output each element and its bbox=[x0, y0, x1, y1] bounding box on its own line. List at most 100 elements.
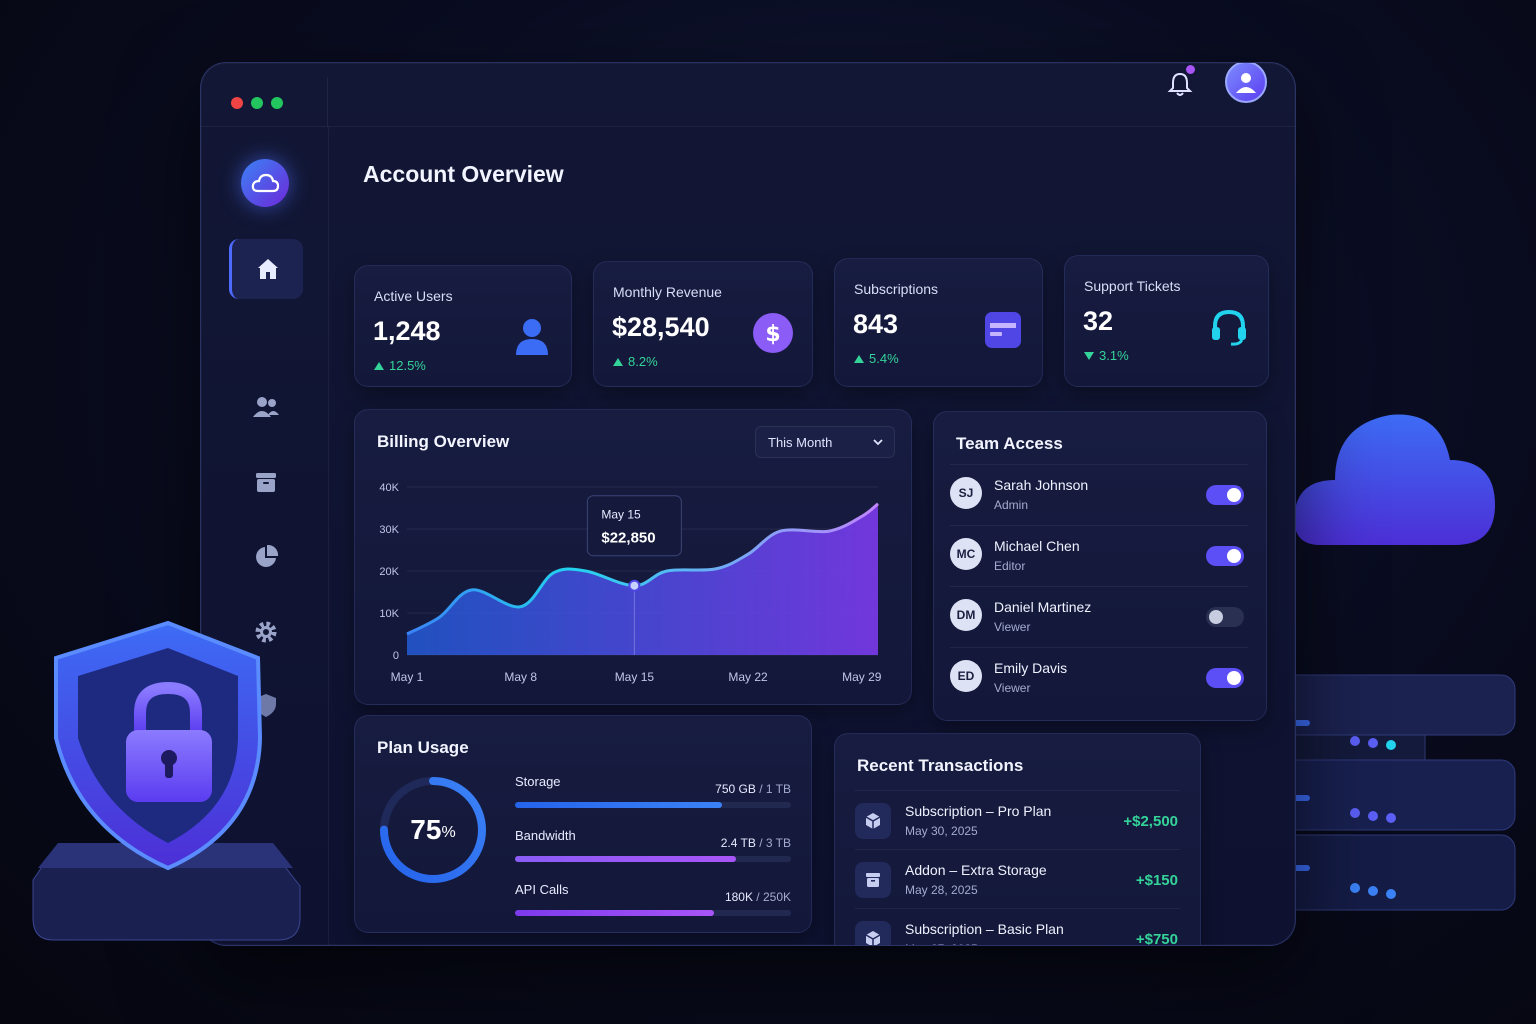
y-tick-label: 20K bbox=[379, 566, 399, 578]
team-member-role: Admin bbox=[994, 498, 1029, 512]
team-member-row: DM Daniel Martinez Viewer bbox=[950, 586, 1248, 646]
trend-up-icon bbox=[613, 357, 623, 366]
title-bar bbox=[201, 63, 1295, 127]
transactions-title: Recent Transactions bbox=[857, 756, 1024, 775]
usage-progress-fill bbox=[515, 856, 736, 862]
stat-card-subscriptions[interactable]: Subscriptions 843 5.4% bbox=[834, 258, 1043, 387]
usage-ring: 75% bbox=[377, 774, 489, 886]
headset-icon bbox=[1208, 306, 1250, 348]
x-tick-label: May 8 bbox=[504, 670, 537, 684]
usage-name: API Calls bbox=[515, 882, 569, 897]
stat-label: Subscriptions bbox=[854, 281, 939, 297]
period-dropdown[interactable]: This Month bbox=[755, 426, 895, 458]
y-tick-label: 30K bbox=[379, 524, 399, 536]
transaction-row[interactable]: Subscription – Basic Plan May 27, 2025 +$7… bbox=[855, 908, 1180, 945]
stat-change: 12.5% bbox=[374, 358, 426, 373]
sidebar-item-users[interactable] bbox=[229, 377, 303, 437]
team-access-title: Team Access bbox=[956, 434, 1063, 453]
highlight-point[interactable] bbox=[628, 579, 641, 592]
stat-card-support-tickets[interactable]: Support Tickets 32 3.1% bbox=[1064, 255, 1269, 387]
page-title: Account Overview bbox=[363, 161, 564, 187]
usage-name: Bandwidth bbox=[515, 828, 576, 843]
package-icon bbox=[855, 803, 891, 839]
stat-value: 32 bbox=[1083, 306, 1114, 336]
toggle-knob bbox=[1209, 610, 1223, 624]
stat-change-value: 12.5% bbox=[389, 358, 426, 373]
team-member-name: Sarah Johnson bbox=[994, 477, 1089, 493]
transaction-title: Subscription – Basic Plan bbox=[905, 921, 1064, 937]
sidebar-item-home[interactable] bbox=[229, 239, 303, 299]
home-icon bbox=[257, 259, 278, 279]
team-member-name: Michael Chen bbox=[994, 538, 1080, 554]
stat-change-value: 3.1% bbox=[1099, 348, 1129, 363]
access-toggle[interactable] bbox=[1206, 668, 1244, 688]
billing-area-chart[interactable]: 0 10K 20K 30K 40K May 1 May 8 May 15 May 22 May 2… bbox=[365, 465, 900, 695]
y-tick-label: 10K bbox=[379, 608, 399, 620]
stat-label: Support Tickets bbox=[1084, 278, 1181, 294]
minimize-window-button[interactable] bbox=[251, 97, 263, 109]
billing-title: Billing Overview bbox=[377, 432, 510, 451]
maximize-window-button[interactable] bbox=[271, 97, 283, 109]
usage-limit: / 3 TB bbox=[755, 836, 791, 850]
security-shield-decoration-icon bbox=[32, 620, 301, 941]
sidebar-item-reports[interactable] bbox=[229, 527, 303, 587]
stat-change: 3.1% bbox=[1084, 348, 1129, 363]
usage-ring-arc bbox=[380, 777, 486, 883]
usage-progress-track bbox=[515, 856, 791, 862]
usage-limit: / 1 TB bbox=[755, 782, 791, 796]
user-avatar-icon[interactable] bbox=[1225, 63, 1267, 103]
access-toggle[interactable] bbox=[1206, 607, 1244, 627]
dollar-icon: $ bbox=[752, 312, 794, 354]
usage-amount: 180K / 250K bbox=[725, 890, 791, 904]
transaction-amount: +$150 bbox=[1135, 872, 1178, 889]
team-member-row: SJ Sarah Johnson Admin bbox=[950, 464, 1248, 524]
trend-down-icon bbox=[1084, 351, 1094, 360]
usage-row: Bandwidth 2.4 TB / 3 TB bbox=[515, 828, 791, 872]
usage-amount: 750 GB / 1 TB bbox=[715, 782, 791, 796]
usage-percent-sign: % bbox=[441, 824, 456, 841]
transaction-row[interactable]: Addon – Extra Storage May 28, 2025 +$150 bbox=[855, 849, 1180, 907]
toggle-knob bbox=[1227, 671, 1241, 685]
access-toggle[interactable] bbox=[1206, 485, 1244, 505]
team-member-role: Viewer bbox=[994, 620, 1031, 634]
usage-percent: 75% bbox=[377, 774, 489, 886]
chevron-down-icon bbox=[873, 439, 883, 446]
usage-used: 2.4 TB bbox=[720, 836, 756, 850]
transaction-date: May 30, 2025 bbox=[905, 824, 978, 838]
area-fill bbox=[407, 503, 878, 655]
transaction-row[interactable]: Subscription – Pro Plan May 30, 2025 +$2,5… bbox=[855, 790, 1180, 848]
team-access-card: Team Access SJ Sarah Johnson Admin MC Michae… bbox=[933, 411, 1267, 721]
bell-icon[interactable] bbox=[1165, 69, 1195, 99]
cloud-decoration-icon bbox=[1294, 414, 1495, 545]
plan-usage-title: Plan Usage bbox=[377, 738, 469, 757]
team-member-row: MC Michael Chen Editor bbox=[950, 525, 1248, 585]
cloud-icon[interactable] bbox=[241, 159, 289, 207]
usage-used: 750 GB bbox=[715, 782, 756, 796]
svg-text:$: $ bbox=[765, 322, 780, 347]
stat-label: Active Users bbox=[374, 288, 453, 304]
stat-card-active-users[interactable]: Active Users 1,248 12.5% bbox=[354, 265, 572, 387]
usage-name: Storage bbox=[515, 774, 561, 789]
usage-used: 180K bbox=[724, 890, 753, 904]
users-icon bbox=[253, 397, 279, 417]
access-toggle[interactable] bbox=[1206, 546, 1244, 566]
notification-badge bbox=[1186, 65, 1195, 74]
team-member-name: Emily Davis bbox=[994, 660, 1068, 676]
x-tick-label: May 22 bbox=[728, 670, 768, 684]
period-dropdown-value: This Month bbox=[768, 434, 833, 450]
transaction-title: Addon – Extra Storage bbox=[905, 862, 1047, 878]
stat-change: 8.2% bbox=[613, 354, 658, 369]
x-tick-label: May 1 bbox=[391, 670, 424, 684]
transaction-amount: +$2,500 bbox=[1123, 813, 1178, 830]
tooltip-value: $22,850 bbox=[601, 530, 655, 547]
plan-usage-card: Plan Usage 75% Storage 750 GB / 1 TB Bandw… bbox=[354, 715, 812, 933]
stat-change-value: 8.2% bbox=[628, 354, 658, 369]
stat-card-monthly-revenue[interactable]: Monthly Revenue $28,540 8.2% $ bbox=[593, 261, 813, 387]
sidebar-item-settings[interactable] bbox=[229, 602, 303, 662]
sidebar-item-archive[interactable] bbox=[229, 452, 303, 512]
stat-value: 843 bbox=[853, 309, 899, 339]
toggle-knob bbox=[1227, 549, 1241, 563]
close-window-button[interactable] bbox=[231, 97, 243, 109]
pie-chart-icon bbox=[256, 544, 279, 567]
usage-amount: 2.4 TB / 3 TB bbox=[721, 836, 791, 850]
